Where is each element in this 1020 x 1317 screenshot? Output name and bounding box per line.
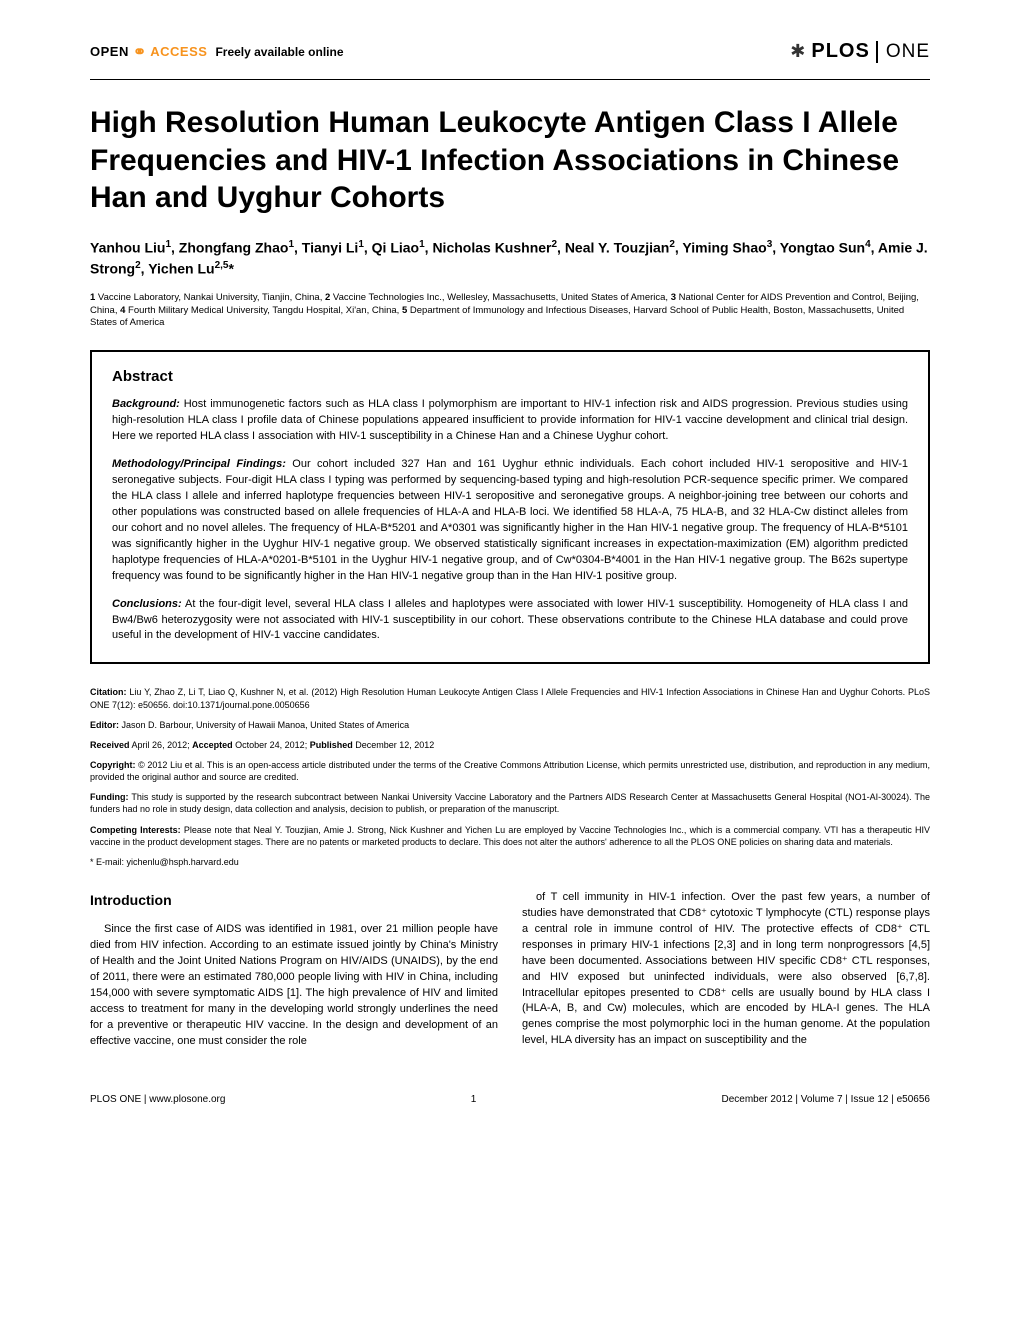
one-text: ONE: [876, 41, 930, 63]
article-page: OPEN ⚭ ACCESS Freely available online ✱ …: [0, 0, 1020, 1135]
open-text: OPEN: [90, 44, 129, 59]
plos-text: PLOS: [811, 40, 869, 63]
intro-paragraph-1: Since the first case of AIDS was identif…: [90, 922, 498, 1050]
footer-page-number: 1: [471, 1094, 477, 1105]
access-text: ACCESS: [150, 44, 207, 59]
competing-interests-block: Competing Interests: Please note that Ne…: [90, 824, 930, 848]
intro-paragraph-2: of T cell immunity in HIV-1 infection. O…: [522, 890, 930, 1049]
unlock-icon: ⚭: [133, 42, 146, 62]
accepted-date: October 24, 2012;: [235, 740, 307, 750]
editor-text: Jason D. Barbour, University of Hawaii M…: [122, 720, 410, 730]
methods-label: Methodology/Principal Findings:: [112, 458, 286, 470]
journal-logo: ✱ PLOS ONE: [790, 40, 930, 63]
received-date: April 26, 2012;: [132, 740, 190, 750]
published-date: December 12, 2012: [355, 740, 434, 750]
background-text: Host immunogenetic factors such as HLA c…: [112, 398, 908, 442]
abstract-methods: Methodology/Principal Findings: Our coho…: [112, 457, 908, 585]
abstract-box: Abstract Background: Host immunogenetic …: [90, 350, 930, 664]
footer-right: December 2012 | Volume 7 | Issue 12 | e5…: [722, 1094, 930, 1105]
citation-text: Liu Y, Zhao Z, Li T, Liao Q, Kushner N, …: [90, 687, 930, 709]
footer-left: PLOS ONE | www.plosone.org: [90, 1094, 225, 1105]
methods-text: Our cohort included 327 Han and 161 Uygh…: [112, 458, 908, 582]
copyright-block: Copyright: © 2012 Liu et al. This is an …: [90, 759, 930, 783]
copyright-text: © 2012 Liu et al. This is an open-access…: [90, 760, 930, 782]
open-access-badge: OPEN ⚭ ACCESS Freely available online: [90, 42, 344, 62]
published-label: Published: [310, 740, 353, 750]
body-columns: Introduction Since the first case of AID…: [90, 890, 930, 1050]
funding-block: Funding: This study is supported by the …: [90, 791, 930, 815]
abstract-conclusions: Conclusions: At the four-digit level, se…: [112, 597, 908, 645]
page-footer: PLOS ONE | www.plosone.org 1 December 20…: [90, 1090, 930, 1105]
copyright-label: Copyright:: [90, 760, 136, 770]
competing-label: Competing Interests:: [90, 825, 181, 835]
conclusions-text: At the four-digit level, several HLA cla…: [112, 598, 908, 642]
introduction-heading: Introduction: [90, 890, 498, 910]
conclusions-label: Conclusions:: [112, 598, 182, 610]
competing-text: Please note that Neal Y. Touzjian, Amie …: [90, 825, 930, 847]
header-rule: [90, 79, 930, 80]
funding-label: Funding:: [90, 792, 128, 802]
accepted-label: Accepted: [192, 740, 233, 750]
article-title: High Resolution Human Leukocyte Antigen …: [90, 104, 930, 217]
email-text: yichenlu@hsph.harvard.edu: [127, 857, 239, 867]
received-label: Received: [90, 740, 130, 750]
abstract-background: Background: Host immunogenetic factors s…: [112, 397, 908, 445]
email-block: * E-mail: yichenlu@hsph.harvard.edu: [90, 856, 930, 868]
citation-block: Citation: Liu Y, Zhao Z, Li T, Liao Q, K…: [90, 686, 930, 710]
citation-label: Citation:: [90, 687, 127, 697]
dates-block: Received April 26, 2012; Accepted Octobe…: [90, 739, 930, 751]
freely-text: Freely available online: [215, 45, 343, 59]
editor-block: Editor: Jason D. Barbour, University of …: [90, 719, 930, 731]
compass-icon: ✱: [790, 41, 805, 62]
affiliations-list: 1 Vaccine Laboratory, Nankai University,…: [90, 292, 930, 330]
column-right: of T cell immunity in HIV-1 infection. O…: [522, 890, 930, 1050]
abstract-heading: Abstract: [112, 368, 908, 385]
top-bar: OPEN ⚭ ACCESS Freely available online ✱ …: [90, 40, 930, 63]
funding-text: This study is supported by the research …: [90, 792, 930, 814]
authors-list: Yanhou Liu1, Zhongfang Zhao1, Tianyi Li1…: [90, 237, 930, 280]
email-label: * E-mail:: [90, 857, 124, 867]
column-left: Introduction Since the first case of AID…: [90, 890, 498, 1050]
background-label: Background:: [112, 398, 180, 410]
editor-label: Editor:: [90, 720, 119, 730]
